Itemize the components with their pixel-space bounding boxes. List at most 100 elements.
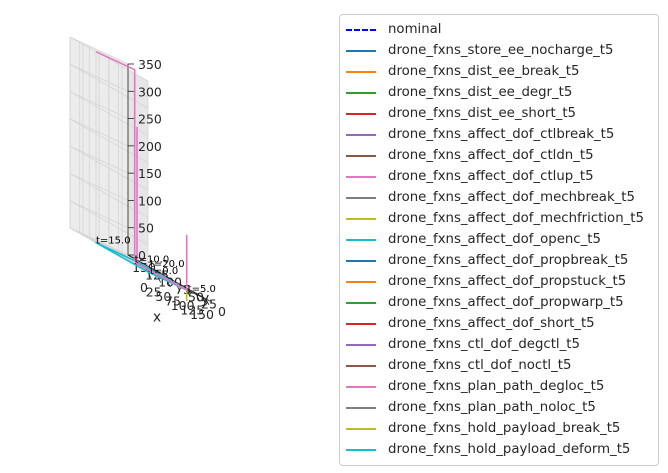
z-tick-label: 350: [138, 57, 162, 72]
gridline-z-back: [69, 36, 129, 65]
x-tick-label: 0: [140, 280, 148, 295]
legend-item: drone_fxns_plan_path_noloc_t5: [346, 397, 658, 418]
legend-item: drone_fxns_dist_ee_short_t5: [346, 103, 658, 124]
legend-swatch: [346, 196, 376, 199]
legend-swatch: [346, 259, 376, 262]
legend-swatch: [346, 406, 376, 409]
legend-item: drone_fxns_affect_dof_short_t5: [346, 313, 658, 334]
legend-item: drone_fxns_hold_payload_break_t5: [346, 418, 658, 439]
y-tick: [205, 298, 213, 303]
legend-swatch: [346, 70, 376, 73]
time-annotation: t=0.0: [150, 266, 178, 277]
legend-label: drone_fxns_affect_dof_ctlbreak_t5: [388, 127, 615, 142]
z-tick-label: 200: [138, 139, 162, 154]
gridline-z-back: [69, 63, 129, 92]
legend-swatch: [346, 91, 376, 94]
x-tick-label: 25: [146, 285, 162, 300]
time-annotation: t=10.0: [135, 255, 170, 266]
gridline-z-back: [69, 91, 129, 119]
series-line: [95, 50, 188, 291]
x-tick: [195, 294, 200, 301]
legend-label: drone_fxns_affect_dof_propwarp_t5: [388, 295, 624, 310]
y-tick: [192, 291, 200, 296]
legend-label: drone_fxns_ctl_dof_degctl_t5: [388, 337, 580, 352]
legend-item: drone_fxns_dist_ee_degr_t5: [346, 82, 658, 103]
z-tick-label: 250: [138, 112, 162, 127]
legend-swatch: [346, 133, 376, 136]
legend-swatch: [346, 364, 376, 367]
legend-label: drone_fxns_store_ee_nocharge_t5: [388, 43, 614, 58]
legend-swatch: [346, 175, 376, 178]
z-tick-label: 50: [138, 221, 154, 236]
y-tick: [127, 254, 135, 259]
legend-item: drone_fxns_affect_dof_ctlbreak_t5: [346, 124, 658, 145]
x-tick: [205, 298, 210, 306]
legend-label: drone_fxns_affect_dof_ctlup_t5: [388, 169, 594, 184]
legend-item: drone_fxns_ctl_dof_degctl_t5: [346, 334, 658, 355]
legend-swatch: [346, 448, 376, 451]
z-tick-label: 0: [138, 248, 146, 263]
y-tick: [179, 283, 187, 288]
legend-label: nominal: [388, 22, 442, 37]
legend-swatch: [346, 238, 376, 241]
gridline-z-back: [69, 227, 129, 256]
legend-item: drone_fxns_plan_path_degloc_t5: [346, 376, 658, 397]
legend-item: drone_fxns_hold_payload_deform_t5: [346, 439, 658, 460]
x-axis-label: x: [153, 310, 161, 326]
legend-swatch: [346, 322, 376, 325]
z-tick-label: 150: [138, 166, 162, 181]
legend-item: drone_fxns_affect_dof_propbreak_t5: [346, 250, 658, 271]
legend-label: drone_fxns_dist_ee_short_t5: [388, 106, 576, 121]
legend-swatch: [346, 154, 376, 157]
legend-label: drone_fxns_affect_dof_openc_t5: [388, 232, 601, 247]
legend-swatch: [346, 112, 376, 115]
y-tick: [140, 261, 148, 266]
legend-item: drone_fxns_affect_dof_openc_t5: [346, 229, 658, 250]
legend-item: drone_fxns_dist_ee_break_t5: [346, 61, 658, 82]
legend-label: drone_fxns_affect_dof_propstuck_t5: [388, 274, 627, 289]
legend-item: drone_fxns_store_ee_nocharge_t5: [346, 40, 658, 61]
legend-item: drone_fxns_affect_dof_propstuck_t5: [346, 271, 658, 292]
legend-item: drone_fxns_affect_dof_ctlup_t5: [346, 166, 658, 187]
legend-label: drone_fxns_dist_ee_break_t5: [388, 64, 580, 79]
y-axis-label: y: [201, 291, 209, 307]
legend-label: drone_fxns_ctl_dof_noctl_t5: [388, 358, 572, 373]
time-annotation: t=15.0: [96, 236, 131, 247]
x-tick-label: 75: [165, 294, 181, 309]
time-annotation: t=20.0: [150, 259, 185, 270]
gridline-z-back: [69, 145, 129, 174]
z-tick-label: 100: [138, 193, 162, 208]
time-annotation: t=5.0: [188, 284, 216, 295]
legend-item: drone_fxns_affect_dof_mechfriction_t5: [346, 208, 658, 229]
x-tick-label: 150: [190, 307, 214, 322]
legend-swatch: [346, 28, 376, 31]
legend-label: drone_fxns_plan_path_noloc_t5: [388, 400, 596, 415]
legend-item: nominal: [346, 19, 658, 40]
legend-label: drone_fxns_affect_dof_ctldn_t5: [388, 148, 594, 163]
legend-swatch: [346, 301, 376, 304]
gridline-z-back: [69, 200, 129, 229]
y-tick-label: 50: [188, 289, 204, 304]
gridline-y-floor: [82, 234, 142, 263]
y-tick: [153, 269, 161, 274]
y-tick-label: 0: [218, 304, 226, 319]
legend-label: drone_fxns_affect_dof_mechfriction_t5: [388, 211, 644, 226]
legend-swatch: [346, 49, 376, 52]
legend-item: drone_fxns_affect_dof_propwarp_t5: [346, 292, 658, 313]
legend-swatch: [346, 385, 376, 388]
legend-label: drone_fxns_dist_ee_degr_t5: [388, 85, 573, 100]
legend-label: drone_fxns_hold_payload_deform_t5: [388, 442, 631, 457]
legend-item: drone_fxns_affect_dof_mechbreak_t5: [346, 187, 658, 208]
gridline-z-back: [69, 173, 129, 201]
y-tick: [166, 276, 174, 281]
x-tick-label: 125: [180, 303, 204, 318]
legend-item: drone_fxns_affect_dof_ctldn_t5: [346, 145, 658, 166]
legend-swatch: [346, 280, 376, 283]
legend-label: drone_fxns_affect_dof_mechbreak_t5: [388, 190, 635, 205]
y-tick-label: 25: [201, 297, 217, 312]
legend-label: drone_fxns_affect_dof_short_t5: [388, 316, 595, 331]
legend-swatch: [346, 343, 376, 346]
legend-swatch: [346, 427, 376, 430]
z-tick-label: 300: [138, 84, 162, 99]
